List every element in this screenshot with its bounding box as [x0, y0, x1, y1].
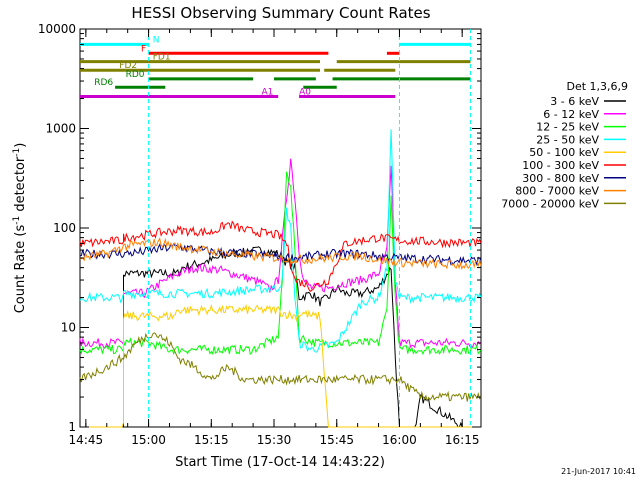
- legend-label-5: 50 - 100 keV: [529, 146, 599, 159]
- series-line-6: [79, 220, 482, 293]
- x-tick-label-2: 15:00: [131, 433, 166, 447]
- y-axis-ticks: 1 10 100 1000 10000: [38, 22, 481, 434]
- y-axis-label-exp: -1: [12, 216, 22, 225]
- series-line-2: [79, 158, 482, 349]
- series-line-5: [80, 303, 481, 428]
- y-axis-label-main: Count Rate (s: [13, 225, 28, 314]
- y-axis-label-close: ): [13, 143, 28, 148]
- x-tick-label-3: 15:15: [194, 433, 229, 447]
- y-axis-label: Count Rate (s-1 detector-1): [12, 143, 28, 314]
- series-line-7: [79, 243, 482, 267]
- y-tick-label-5: 10000: [38, 22, 76, 36]
- x-tick-label-5: 15:45: [319, 433, 354, 447]
- flag-label-f: F: [141, 44, 146, 54]
- x-axis-label: Start Time (17-Oct-14 14:43:22): [175, 455, 385, 470]
- y-tick-label-4: 1000: [45, 122, 76, 136]
- flag-label-rd6: RD6: [94, 78, 113, 88]
- x-tick-label-1: 14:45: [69, 433, 104, 447]
- series-line-4: [79, 129, 482, 353]
- y-tick-label-2: 10: [61, 321, 76, 335]
- chart-title: HESSI Observing Summary Count Rates: [131, 4, 430, 22]
- y-tick-label-3: 100: [53, 221, 76, 235]
- y-tick-label-1: 1: [68, 420, 76, 434]
- x-tick-label-6: 16:00: [382, 433, 417, 447]
- flag-label-fd1: FD1: [153, 53, 171, 63]
- legend-label-3: 12 - 25 keV: [536, 121, 599, 134]
- flag-label-fd2: FD2: [119, 61, 137, 71]
- date-stamp: 21-Jun-2017 10:41: [561, 467, 636, 476]
- legend-label-8: 800 - 7000 keV: [515, 185, 599, 198]
- x-tick-label-7: 16:15: [445, 433, 480, 447]
- legend-label-7: 300 - 800 keV: [522, 172, 599, 185]
- legend-label-6: 100 - 300 keV: [522, 159, 599, 172]
- series-line-1: [80, 246, 481, 428]
- series-line-9: [79, 332, 482, 403]
- legend-label-4: 25 - 50 keV: [536, 133, 599, 146]
- flag-label-a1: A1: [261, 87, 273, 97]
- flag-label-a0: A0: [299, 87, 311, 97]
- legend-title: Det 1,3,6,9: [566, 80, 628, 93]
- series-line-8: [79, 237, 482, 270]
- y-axis-label-tail: detector: [13, 156, 28, 216]
- legend-label-1: 3 - 6 keV: [550, 95, 599, 108]
- legend-label-2: 6 - 12 keV: [543, 108, 599, 121]
- y-axis-label-exp-2: -1: [12, 148, 22, 157]
- legend-label-9: 7000 - 20000 keV: [501, 197, 599, 210]
- flag-label-rd0: RD0: [126, 70, 145, 80]
- series-layer: [79, 129, 482, 428]
- flag-label-n: N: [153, 35, 160, 45]
- x-tick-label-4: 15:30: [257, 433, 292, 447]
- x-axis-ticks: 14:45 15:00 15:15 15:30 15:45 16:00 16:15: [69, 29, 480, 447]
